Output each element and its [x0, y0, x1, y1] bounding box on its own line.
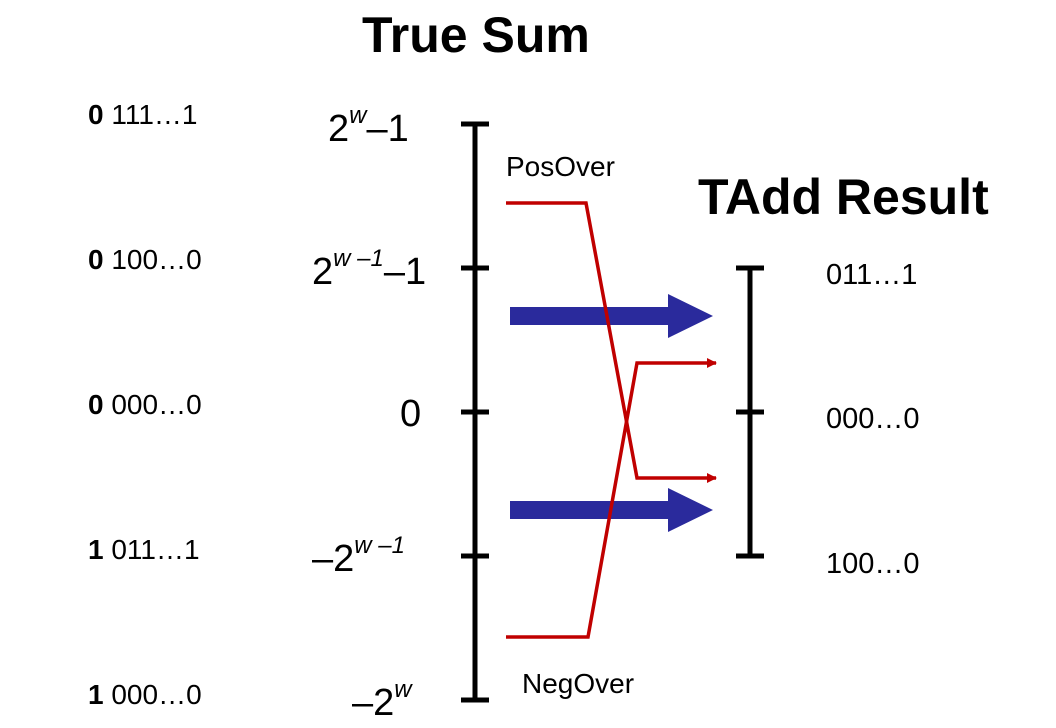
tadd-result-axis	[736, 268, 764, 556]
pos-overflow-arrow	[506, 203, 716, 478]
true-sum-axis	[461, 124, 489, 700]
